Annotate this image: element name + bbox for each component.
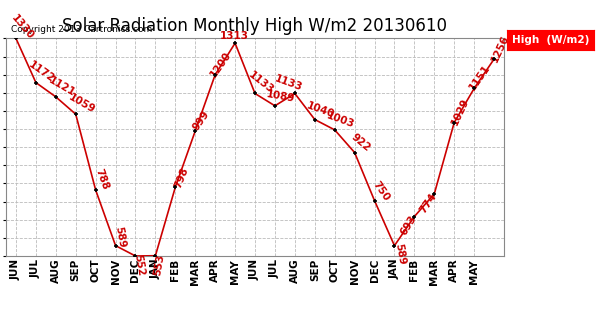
Point [71,112,80,117]
Text: 788: 788 [93,167,110,191]
Text: Copyright 2013 Cartronics.com: Copyright 2013 Cartronics.com [11,25,152,34]
Point [51,94,61,100]
Text: 1121: 1121 [47,75,77,98]
Text: 1059: 1059 [67,92,97,115]
Text: 1029: 1029 [449,97,471,127]
Point [170,185,180,190]
Text: 774: 774 [418,191,439,215]
Text: 999: 999 [191,109,211,132]
Point [489,57,499,62]
Point [211,72,220,77]
Point [310,117,320,122]
Text: 1040: 1040 [305,100,336,119]
Text: 1089: 1089 [266,89,296,104]
Point [350,150,359,155]
Text: 1003: 1003 [325,110,356,130]
Point [290,91,299,96]
Text: 798: 798 [173,165,190,189]
Point [410,214,419,219]
Text: High  (W/m2): High (W/m2) [512,35,589,45]
Point [330,127,340,132]
Point [151,253,160,258]
Point [111,243,121,248]
Text: 1172: 1172 [27,59,56,84]
Text: 1256: 1256 [490,33,511,64]
Text: 589: 589 [113,225,127,248]
Text: 1133: 1133 [274,73,304,92]
Point [190,128,200,133]
Title: Solar Radiation Monthly High W/m2 20130610: Solar Radiation Monthly High W/m2 201306… [62,18,448,36]
Text: 1151: 1151 [467,63,493,92]
Text: 750: 750 [370,179,391,203]
Point [430,191,439,196]
Point [370,198,379,203]
Point [11,36,21,41]
Text: 1200: 1200 [209,49,233,79]
Point [230,41,240,46]
Point [31,80,41,85]
Point [389,243,399,248]
Point [449,120,459,125]
Point [250,91,260,96]
Text: 1133: 1133 [247,70,275,96]
Text: 553: 553 [152,253,166,276]
Text: 1330: 1330 [9,13,35,42]
Point [91,188,100,193]
Text: 589: 589 [394,243,407,266]
Text: 1313: 1313 [220,31,248,41]
Point [131,253,140,259]
Text: 693: 693 [398,214,418,237]
Point [270,103,280,108]
Point [469,86,479,91]
Text: 552: 552 [133,253,146,276]
Text: 922: 922 [349,132,372,154]
